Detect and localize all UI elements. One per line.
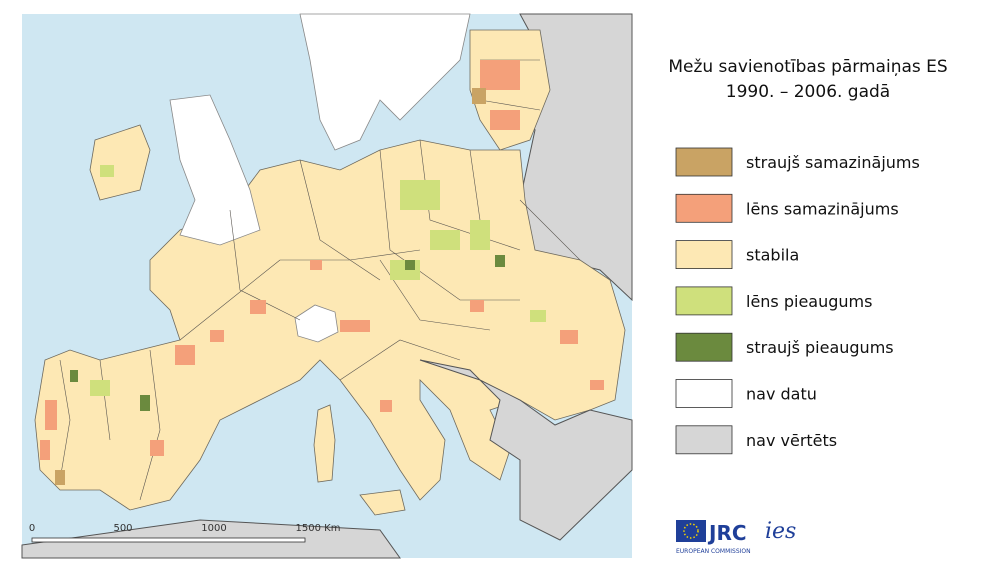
scale-label: 1500 Km — [296, 523, 341, 534]
legend-label: lēns samazinājums — [746, 199, 899, 218]
ireland — [89, 124, 151, 201]
great-britain — [169, 94, 261, 246]
commission-text: EUROPEAN COMMISSION — [676, 548, 751, 555]
legend: straujš samazinājums lēns samazinājums sta… — [675, 147, 920, 455]
scandinavia — [299, 13, 471, 151]
scale-label: 1000 — [201, 523, 226, 534]
legend-swatch — [675, 332, 733, 362]
eu-stars — [683, 523, 699, 539]
legend-label: nav datu — [746, 385, 817, 404]
scale-label: 500 — [113, 523, 132, 534]
legend-swatch — [675, 193, 733, 223]
title: 1990. – 2006. gadā — [726, 82, 890, 102]
balkans — [419, 359, 633, 541]
scale-bar-line — [31, 537, 306, 543]
ies-logo: ies — [765, 519, 796, 544]
legend-swatch — [675, 286, 733, 316]
legend-swatch — [675, 240, 733, 270]
map: 0 500 1000 1500 Km — [21, 13, 633, 559]
scale-label: 0 — [29, 523, 35, 534]
legend-swatch — [675, 425, 733, 455]
legend-swatch — [675, 147, 733, 177]
jrc-logo: JRC — [707, 521, 747, 545]
title: Mežu savienotības pārmaiņas ES — [668, 57, 947, 77]
legend-label: lēns pieaugums — [746, 292, 872, 311]
forest-patches — [40, 60, 604, 485]
legend-label: straujš pieaugums — [746, 338, 894, 357]
logos: JRC EUROPEAN COMMISSION ies — [676, 519, 796, 555]
corsica-sardinia — [313, 404, 336, 483]
switzerland — [294, 304, 339, 343]
legend-label: straujš samazinājums — [746, 153, 920, 172]
scale-bar: 0 500 1000 1500 Km — [29, 523, 341, 543]
legend-label: stabila — [746, 246, 799, 265]
eu-flag — [676, 520, 706, 542]
sicily — [359, 489, 406, 516]
legend-label: nav vērtēts — [746, 431, 837, 450]
legend-swatch — [675, 379, 733, 408]
